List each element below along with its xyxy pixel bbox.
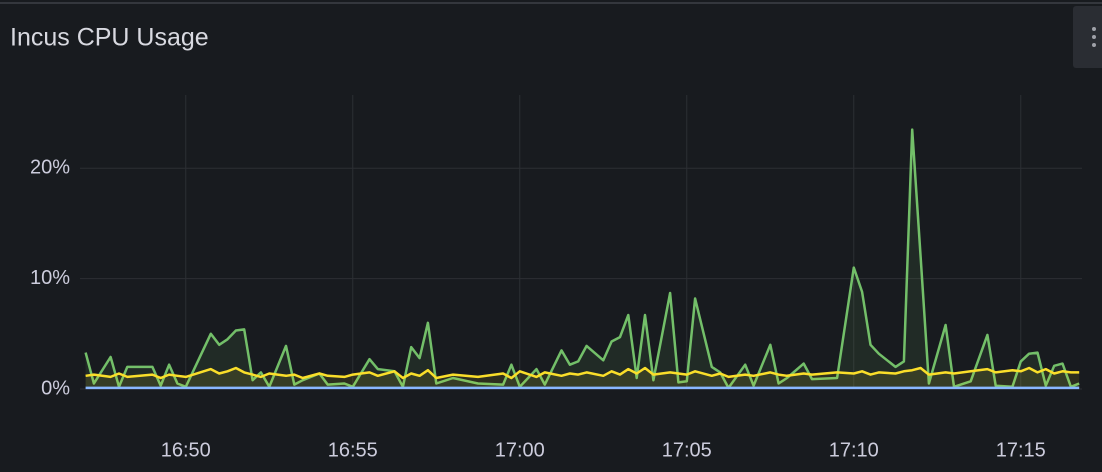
y-tick-label: 20%: [30, 157, 70, 179]
series-area: [85, 129, 1080, 389]
tick-labels: 0% 10% 20% 16:50 16:55 17:00 17:05 17:10 17:15: [30, 157, 1046, 462]
menu-dot: [1092, 43, 1096, 47]
series-line: [84, 128, 1080, 390]
x-tick-label: 16:55: [328, 439, 378, 461]
x-tick-label: 17:10: [829, 439, 879, 461]
panel-title: Incus CPU Usage: [10, 24, 209, 52]
panel-menu[interactable]: [1073, 6, 1102, 68]
x-tick-label: 17:05: [662, 439, 712, 461]
y-tick-label: 0%: [41, 377, 70, 399]
series-line: [85, 366, 1080, 380]
y-tick-label: 10%: [30, 267, 70, 289]
x-tick-label: 16:50: [161, 439, 211, 461]
x-tick-label: 17:15: [996, 439, 1046, 461]
menu-button[interactable]: [1073, 6, 1102, 68]
menu-dot: [1092, 35, 1096, 39]
plot: [84, 128, 1080, 390]
x-tick-label: 17:00: [495, 439, 545, 461]
menu-dot: [1092, 27, 1096, 31]
